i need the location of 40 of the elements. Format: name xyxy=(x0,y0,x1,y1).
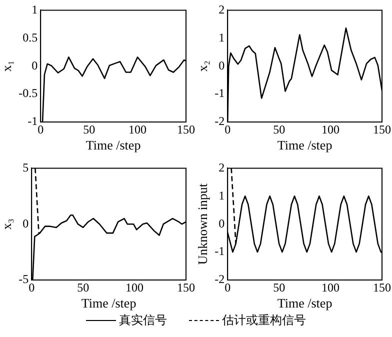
legend-label: 真实信号 xyxy=(119,312,167,329)
legend-label: 估计或重构信号 xyxy=(222,312,306,329)
y-axis-title: x₂ xyxy=(195,60,210,72)
y-tick-label: 0 xyxy=(218,58,225,72)
x-tick-label: 50 xyxy=(83,122,96,136)
y-tick-label: 1 xyxy=(32,2,38,16)
x-tick-label: 50 xyxy=(273,122,286,136)
y-tick-label: -5 xyxy=(18,272,29,286)
y-tick-label: -1 xyxy=(214,86,225,100)
x-tick-label: 100 xyxy=(322,122,340,136)
x-axis-title: Time /step xyxy=(86,138,141,153)
x-tick-label: 150 xyxy=(177,122,195,136)
y-tick-label: 2 xyxy=(218,2,225,16)
y-tick-label: 0.5 xyxy=(22,30,38,44)
y-tick-label: 0 xyxy=(218,216,225,230)
y-tick-label: -1 xyxy=(28,114,38,128)
y-tick-label: 0 xyxy=(32,58,38,72)
x-axis-title: Time /step xyxy=(81,296,136,311)
y-tick-label: -2 xyxy=(214,114,225,128)
x-tick-label: 50 xyxy=(77,280,90,294)
x-tick-label: 50 xyxy=(273,280,286,294)
x-tick-label: 150 xyxy=(373,122,391,136)
y-axis-title: Unknown input xyxy=(195,183,210,265)
y-tick-label: 5 xyxy=(22,160,29,174)
x-tick-label: 100 xyxy=(128,122,147,136)
y-axis-title: x₃ xyxy=(0,218,14,230)
x-tick-label: 150 xyxy=(177,280,195,294)
y-tick-label: -2 xyxy=(214,272,225,286)
y-tick-label: -1 xyxy=(214,244,225,258)
y-tick-label: 1 xyxy=(218,30,225,44)
y-axis-title: x₁ xyxy=(0,60,14,72)
y-tick-label: 1 xyxy=(218,188,225,202)
y-tick-label: 0 xyxy=(22,216,29,230)
y-tick-label: -0.5 xyxy=(18,86,38,100)
x-tick-label: 100 xyxy=(322,280,340,294)
y-tick-label: 2 xyxy=(218,160,225,174)
x-tick-label: 150 xyxy=(373,280,391,294)
x-axis-title: Time /step xyxy=(277,296,332,311)
x-axis-title: Time /step xyxy=(277,138,332,153)
x-tick-label: 100 xyxy=(126,280,144,294)
